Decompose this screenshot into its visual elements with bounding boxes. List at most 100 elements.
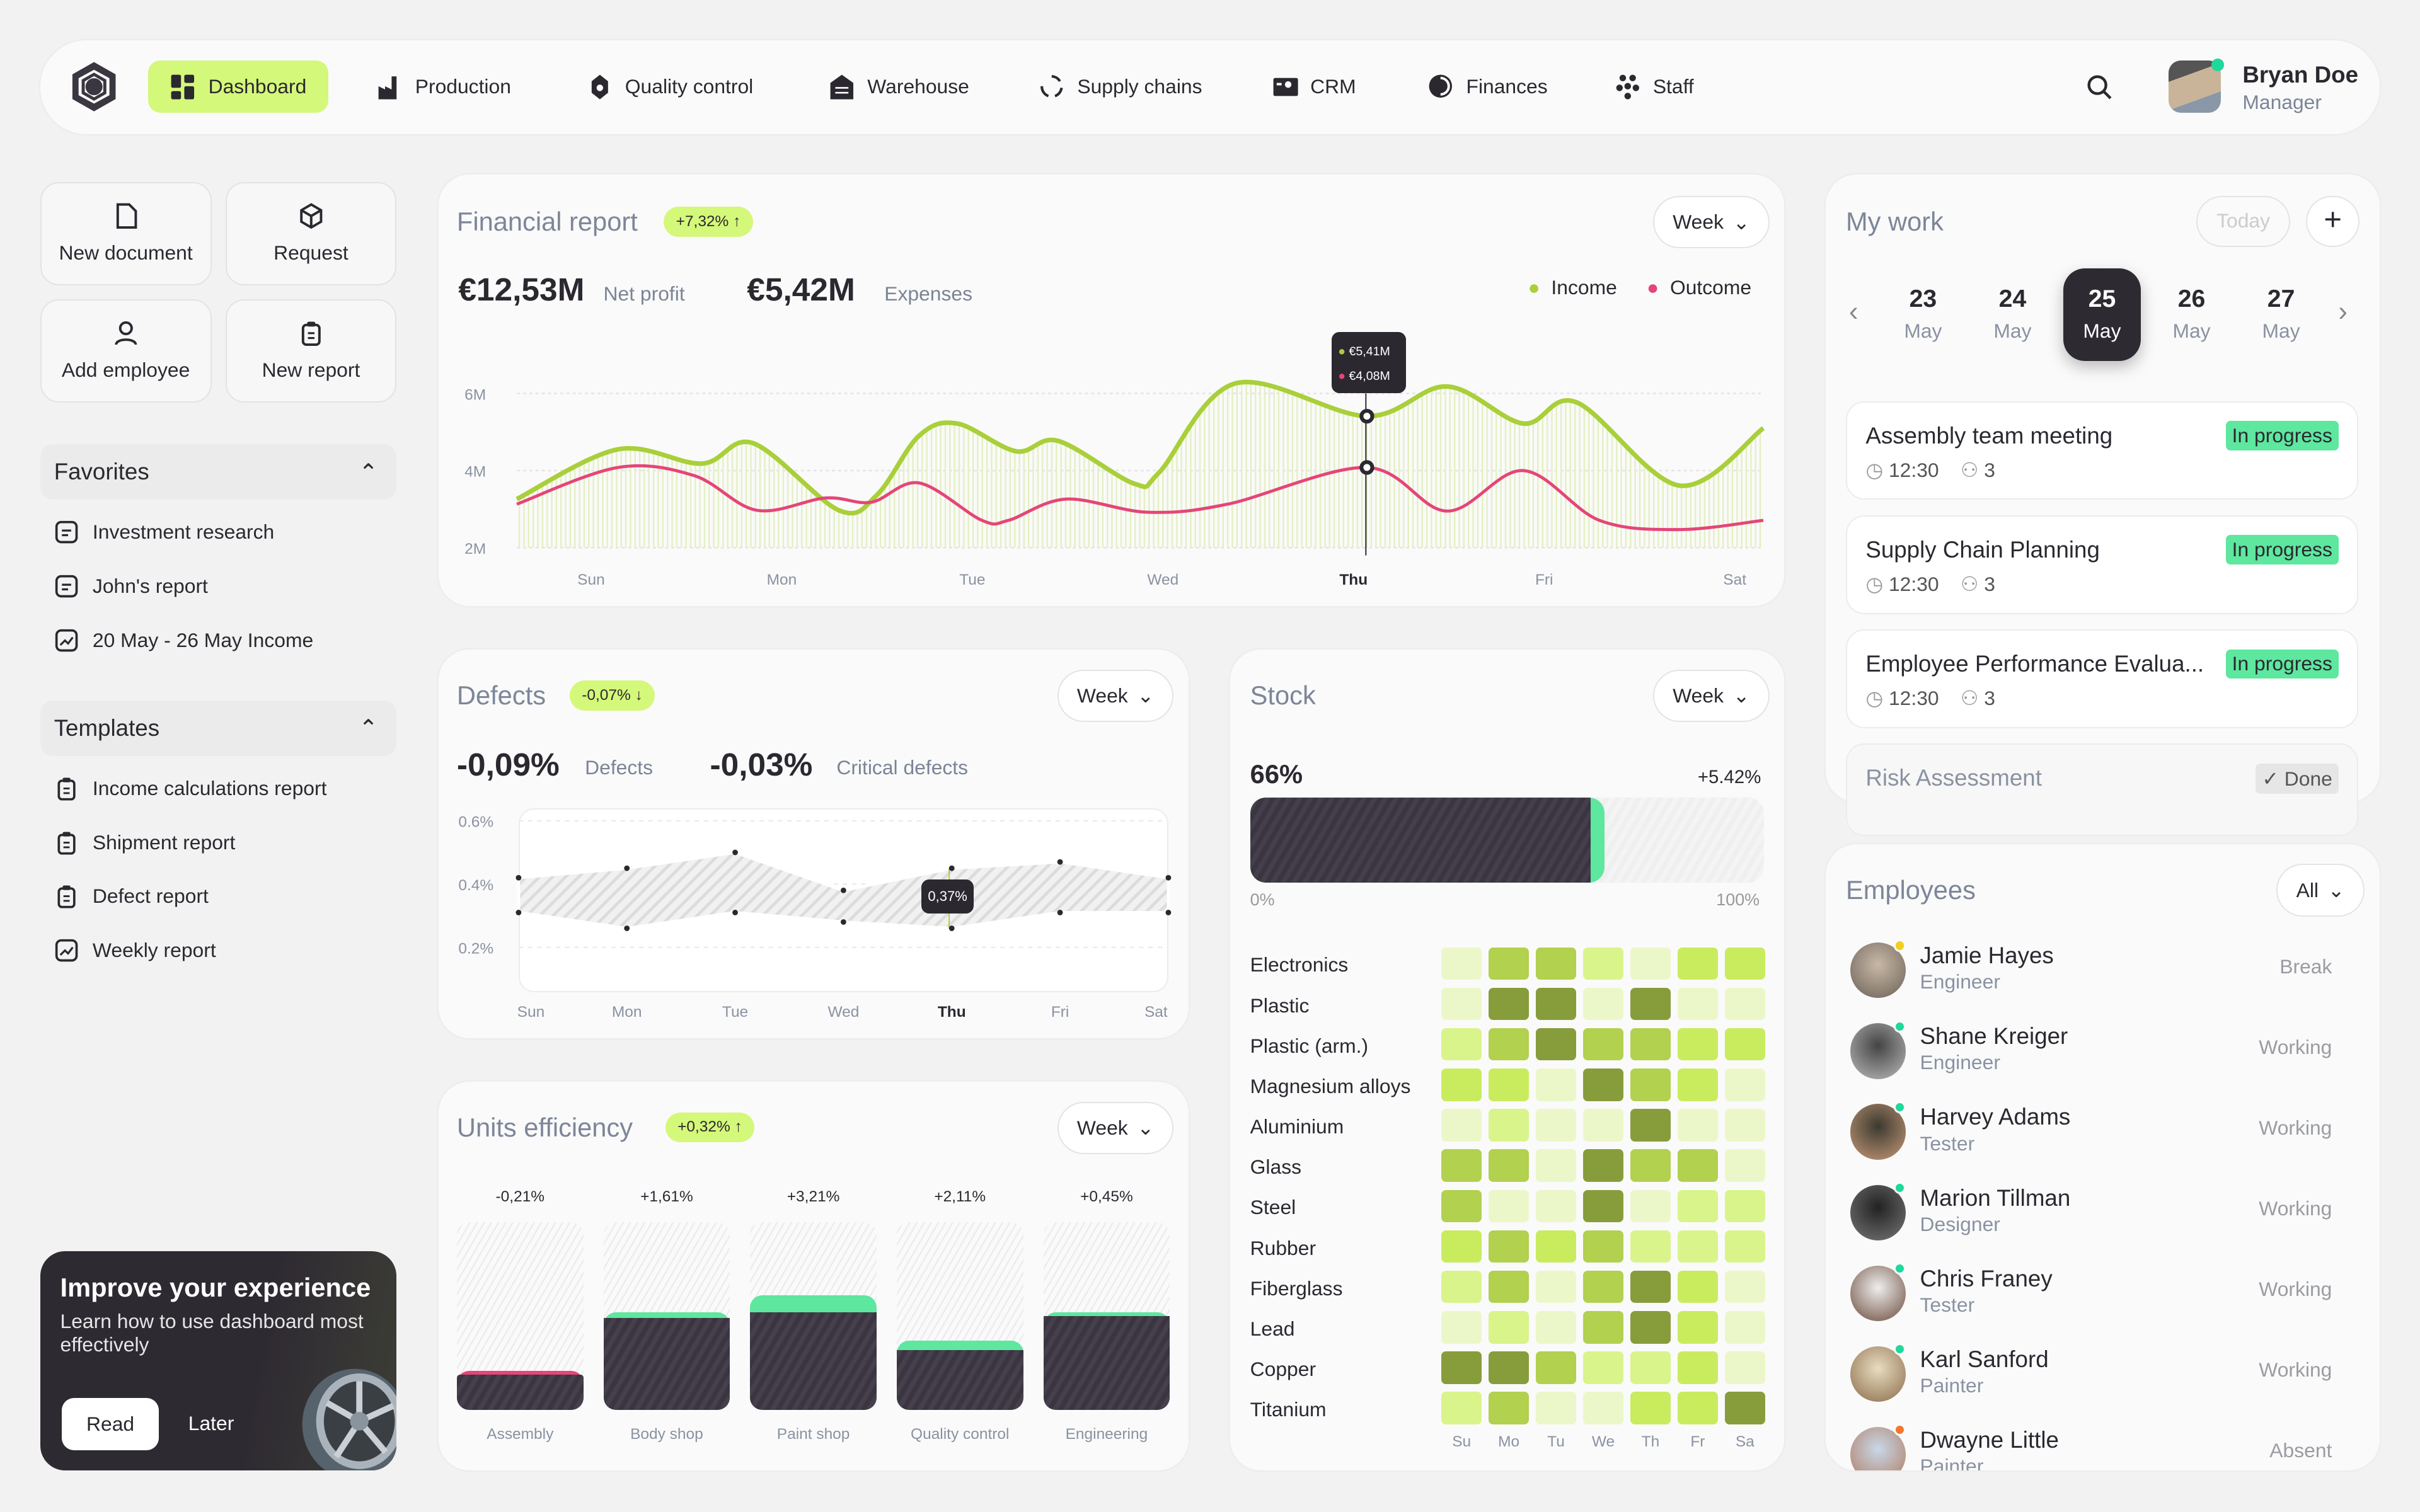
heatmap-cell[interactable]: [1724, 947, 1765, 980]
heatmap-cell[interactable]: [1441, 1392, 1482, 1424]
later-button[interactable]: Later: [188, 1411, 234, 1435]
heatmap-cell[interactable]: [1583, 1351, 1623, 1384]
prev-day-button[interactable]: ‹: [1848, 296, 1858, 328]
heatmap-cell[interactable]: [1536, 1189, 1576, 1223]
heatmap-cell[interactable]: [1536, 947, 1576, 980]
heatmap-cell[interactable]: [1536, 987, 1576, 1021]
heatmap-cell[interactable]: [1583, 1392, 1623, 1424]
employee-row[interactable]: Marion Tillman Designer Working: [1850, 1179, 2360, 1247]
heatmap-cell[interactable]: [1489, 987, 1529, 1021]
heatmap-cell[interactable]: [1441, 1230, 1482, 1263]
search-icon[interactable]: [2087, 74, 2113, 101]
heatmap-cell[interactable]: [1678, 1109, 1718, 1142]
chevron-up-icon[interactable]: ⌃: [359, 715, 378, 742]
employees-filter-select[interactable]: All ⌄: [2276, 864, 2365, 917]
chevron-up-icon[interactable]: ⌃: [359, 459, 378, 485]
heatmap-cell[interactable]: [1536, 1270, 1576, 1303]
heatmap-cell[interactable]: [1724, 1392, 1765, 1424]
heatmap-cell[interactable]: [1536, 1068, 1576, 1101]
heatmap-cell[interactable]: [1678, 1270, 1718, 1303]
heatmap-cell[interactable]: [1724, 1230, 1765, 1263]
heatmap-cell[interactable]: [1678, 1149, 1718, 1182]
defects-period-select[interactable]: Week ⌄: [1057, 669, 1174, 723]
heatmap-cell[interactable]: [1536, 1392, 1576, 1424]
heatmap-cell[interactable]: [1583, 1189, 1623, 1223]
stock-period-select[interactable]: Week ⌄: [1652, 669, 1770, 723]
task-card[interactable]: Employee Performance Evalua... In progres…: [1845, 629, 2359, 728]
employee-row[interactable]: Shane Kreiger Engineer Working: [1850, 1017, 2360, 1085]
heatmap-cell[interactable]: [1583, 987, 1623, 1021]
nav-dashboard[interactable]: Dashboard: [148, 60, 328, 113]
heatmap-cell[interactable]: [1583, 1028, 1623, 1061]
heatmap-cell[interactable]: [1583, 1311, 1623, 1344]
heatmap-cell[interactable]: [1724, 1351, 1765, 1384]
heatmap-cell[interactable]: [1583, 1270, 1623, 1303]
heatmap-cell[interactable]: [1583, 947, 1623, 980]
templates-item[interactable]: Income calculations report: [54, 776, 326, 801]
nav-supply-chains[interactable]: Supply chains: [1017, 60, 1224, 113]
heatmap-cell[interactable]: [1441, 1028, 1482, 1061]
heatmap-cell[interactable]: [1630, 1311, 1671, 1344]
heatmap-cell[interactable]: [1441, 1189, 1482, 1223]
today-button[interactable]: Today: [2196, 196, 2291, 247]
date-25[interactable]: 25 May: [2063, 268, 2141, 362]
heatmap-cell[interactable]: [1724, 1109, 1765, 1142]
quick-new-report-button[interactable]: New report: [225, 299, 397, 403]
heatmap-cell[interactable]: [1489, 1028, 1529, 1061]
heatmap-cell[interactable]: [1441, 1109, 1482, 1142]
favorites-item[interactable]: 20 May - 26 May Income: [54, 628, 313, 653]
highlight-point[interactable]: [1359, 408, 1374, 424]
heatmap-cell[interactable]: [1678, 1311, 1718, 1344]
bar-base[interactable]: [456, 1374, 584, 1411]
favorites-header[interactable]: Favorites ⌃: [40, 444, 397, 500]
heatmap-cell[interactable]: [1489, 1189, 1529, 1223]
heatmap-cell[interactable]: [1489, 947, 1529, 980]
heatmap-cell[interactable]: [1724, 987, 1765, 1021]
heatmap-cell[interactable]: [1583, 1149, 1623, 1182]
favorites-item[interactable]: Investment research: [54, 520, 274, 544]
heatmap-cell[interactable]: [1489, 1392, 1529, 1424]
favorites-item[interactable]: John's report: [54, 574, 208, 598]
bar-base[interactable]: [896, 1349, 1023, 1411]
heatmap-cell[interactable]: [1489, 1230, 1529, 1263]
heatmap-cell[interactable]: [1536, 1230, 1576, 1263]
heatmap-cell[interactable]: [1536, 1351, 1576, 1384]
templates-item[interactable]: Weekly report: [54, 938, 216, 963]
nav-quality-control[interactable]: Quality control: [565, 60, 775, 113]
heatmap-cell[interactable]: [1489, 1109, 1529, 1142]
bar-base[interactable]: [603, 1317, 730, 1411]
quick-new-document-button[interactable]: New document: [40, 181, 212, 286]
employee-row[interactable]: Dwayne Little Painter Absent: [1850, 1421, 2360, 1470]
employee-row[interactable]: Jamie Hayes Engineer Break: [1850, 937, 2360, 1005]
heatmap-cell[interactable]: [1724, 1149, 1765, 1182]
heatmap-cell[interactable]: [1489, 1068, 1529, 1101]
heatmap-cell[interactable]: [1630, 1189, 1671, 1223]
heatmap-cell[interactable]: [1441, 1068, 1482, 1101]
quick-add-employee-button[interactable]: Add employee: [40, 299, 212, 403]
heatmap-cell[interactable]: [1536, 1149, 1576, 1182]
heatmap-cell[interactable]: [1536, 1109, 1576, 1142]
heatmap-cell[interactable]: [1630, 987, 1671, 1021]
nav-warehouse[interactable]: Warehouse: [807, 60, 991, 113]
heatmap-cell[interactable]: [1441, 947, 1482, 980]
employee-row[interactable]: Harvey Adams Tester Working: [1850, 1098, 2360, 1166]
heatmap-cell[interactable]: [1724, 1270, 1765, 1303]
templates-item[interactable]: Defect report: [54, 884, 209, 908]
nav-staff[interactable]: Staff: [1593, 60, 1715, 113]
bar-base[interactable]: [750, 1312, 877, 1411]
heatmap-cell[interactable]: [1724, 1311, 1765, 1344]
highlight-point[interactable]: [1359, 460, 1374, 475]
next-day-button[interactable]: ›: [2338, 296, 2348, 328]
task-card[interactable]: Risk Assessment ✓ Done: [1845, 743, 2359, 837]
heatmap-cell[interactable]: [1489, 1351, 1529, 1384]
heatmap-cell[interactable]: [1536, 1028, 1576, 1061]
heatmap-cell[interactable]: [1441, 987, 1482, 1021]
quick-request-button[interactable]: Request: [225, 181, 397, 286]
heatmap-cell[interactable]: [1489, 1270, 1529, 1303]
heatmap-cell[interactable]: [1678, 1230, 1718, 1263]
heatmap-cell[interactable]: [1630, 1028, 1671, 1061]
heatmap-cell[interactable]: [1630, 1270, 1671, 1303]
task-card[interactable]: Supply Chain Planning In progress ◷ 12:30 ⚇…: [1845, 515, 2359, 614]
heatmap-cell[interactable]: [1678, 1068, 1718, 1101]
heatmap-cell[interactable]: [1678, 1189, 1718, 1223]
